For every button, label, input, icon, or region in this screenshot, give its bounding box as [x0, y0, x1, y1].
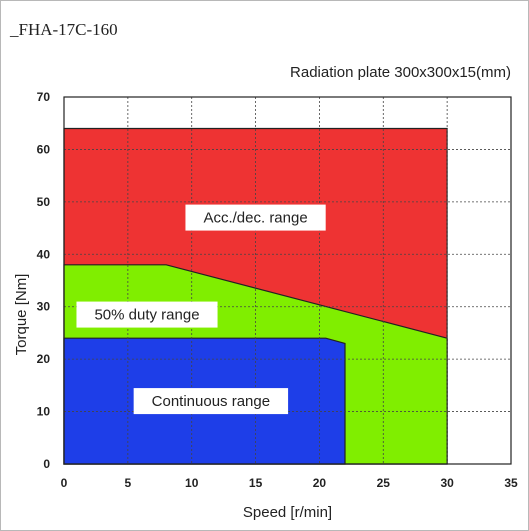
region-label-text: Continuous range: [152, 393, 270, 410]
y-tick-label: 70: [37, 90, 51, 104]
y-axis-label: Torque [Nm]: [13, 274, 30, 356]
region-label-text: 50% duty range: [94, 307, 199, 324]
region-label: 50% duty range: [76, 301, 218, 328]
region-label-box: [185, 204, 326, 231]
chart-title: _FHA-17C-160: [10, 20, 118, 39]
x-tick-label: 35: [504, 476, 518, 490]
x-tick-label: 30: [440, 476, 454, 490]
region-label-box: [76, 301, 218, 328]
x-tick-label: 5: [125, 476, 132, 490]
y-tick-label: 30: [37, 300, 51, 314]
x-tick-label: 25: [377, 476, 391, 490]
x-tick-label: 0: [61, 476, 68, 490]
y-tick-label: 50: [37, 195, 51, 209]
tick-labels-layer: 0 5 10 15 20 25 30 35 0 10 20 30 40 50 60 70: [37, 90, 518, 490]
x-tick-label: 10: [185, 476, 199, 490]
x-tick-label: 20: [313, 476, 327, 490]
x-tick-label: 15: [249, 476, 263, 490]
y-tick-label: 0: [43, 457, 50, 471]
y-tick-label: 10: [37, 405, 51, 419]
y-tick-label: 60: [37, 142, 51, 156]
region-label: Acc./dec. range: [185, 204, 326, 231]
plot-border: [63, 96, 512, 465]
region-labels-layer: Acc./dec. range 50% duty range Continuous …: [76, 204, 326, 415]
region-label-text: Acc./dec. range: [203, 210, 307, 227]
region-label-box: [133, 388, 289, 415]
y-tick-label: 40: [37, 247, 51, 261]
region-label: Continuous range: [133, 388, 289, 415]
chart-subtitle: Radiation plate 300x300x15(mm): [290, 64, 511, 81]
x-axis-label: Speed [r/min]: [243, 504, 332, 521]
y-tick-label: 20: [37, 352, 51, 366]
